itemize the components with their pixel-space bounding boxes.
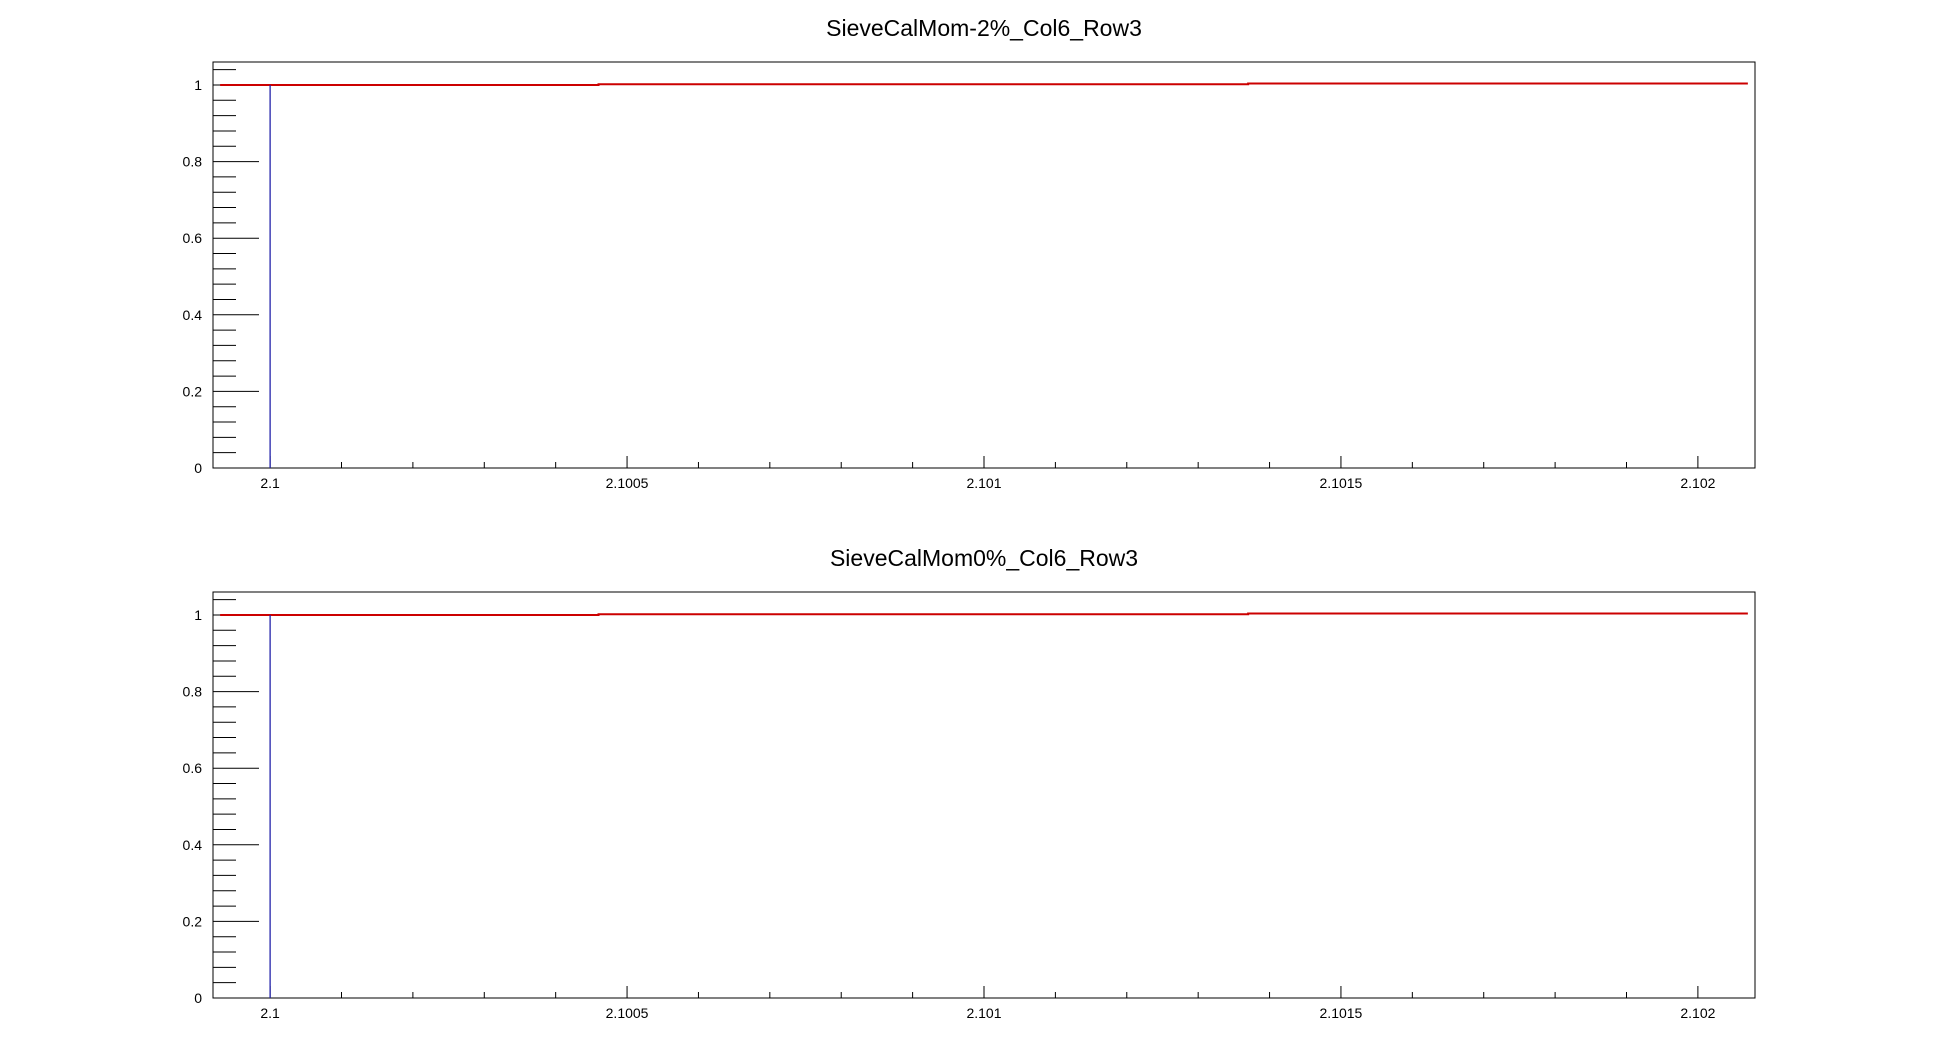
x-tick-label: 2.1 <box>260 475 280 491</box>
series-line-red <box>220 612 1748 616</box>
plot-frame <box>212 61 1756 469</box>
x-tick-label: 2.102 <box>1680 475 1715 491</box>
y-tick-label: 0.6 <box>183 230 203 246</box>
chart-panel-2: SieveCalMom0%_Col6_Row3 0 0.2 0.4 0.6 0.8 1 2.1… <box>183 545 1756 1021</box>
y-tick-label: 1 <box>194 77 202 93</box>
plot-frame <box>212 591 1756 999</box>
y-tick-label: 1 <box>194 607 202 623</box>
x-tick-label: 2.102 <box>1680 1005 1715 1021</box>
y-tick-label: 0.6 <box>183 760 203 776</box>
x-tick-label: 2.101 <box>966 1005 1001 1021</box>
y-tick-label: 0 <box>194 990 202 1006</box>
x-tick-label: 2.1015 <box>1320 475 1363 491</box>
y-tick-label: 0.8 <box>183 154 203 170</box>
chart-title: SieveCalMom0%_Col6_Row3 <box>830 545 1138 571</box>
x-tick-label: 2.101 <box>966 475 1001 491</box>
x-tick-label: 2.1005 <box>606 1005 649 1021</box>
series-line-red <box>220 82 1748 86</box>
y-tick-label: 0 <box>194 460 202 476</box>
y-tick-label: 0.2 <box>183 913 203 929</box>
x-tick-label: 2.1015 <box>1320 1005 1363 1021</box>
y-tick-label: 0.8 <box>183 684 203 700</box>
x-tick-label: 2.1005 <box>606 475 649 491</box>
y-tick-label: 0.2 <box>183 383 203 399</box>
chart-panel-1: SieveCalMom-2%_Col6_Row3 0 0.2 0.4 0.6 0.8 1 2.… <box>183 15 1756 491</box>
y-tick-label: 0.4 <box>183 837 203 853</box>
chart-title: SieveCalMom-2%_Col6_Row3 <box>826 15 1142 41</box>
x-tick-label: 2.1 <box>260 1005 280 1021</box>
y-tick-label: 0.4 <box>183 307 203 323</box>
